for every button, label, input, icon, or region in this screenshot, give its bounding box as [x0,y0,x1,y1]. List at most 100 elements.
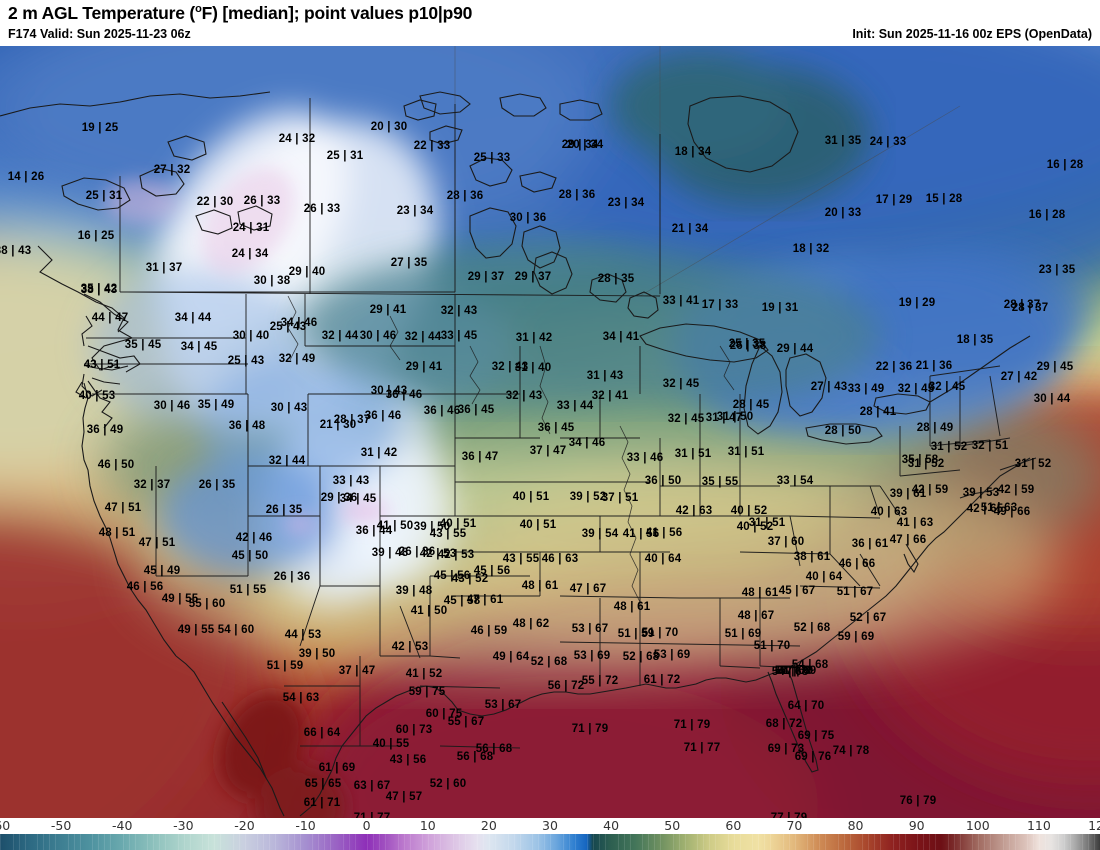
point-value-label: 53 | 67 [571,623,609,635]
point-value-label: 42 | 59 [911,484,949,496]
point-value-label: 57 | 69 [779,665,817,677]
point-value-label: 61 | 70 [776,665,814,677]
point-value-label: 33 | 46 [626,452,664,464]
point-value-label: 23 | 34 [607,197,645,209]
point-value-label: 53 | 69 [653,649,691,661]
point-value-label: 30 | 46 [153,400,191,412]
point-value-label: 32 | 43 [491,361,529,373]
point-value-label: 47 | 51 [138,537,176,549]
colorbar-gradient[interactable] [0,834,1100,850]
point-value-label: 32 | 44 [404,331,442,343]
point-value-label: 55 | 72 [581,675,619,687]
point-value-label: 29 | 40 [288,266,326,278]
point-value-label: 26 | 36 [398,546,436,558]
point-value-label: 43 | 55 [502,553,540,565]
point-value-label: 26 | 38 [729,340,767,352]
point-value-label: 27 | 32 [153,164,191,176]
point-value-label: 22 | 30 [196,196,234,208]
point-value-label: 30 | 38 [253,275,291,287]
point-value-label: 54 | 68 [771,666,809,678]
init-time-label: Init: Sun 2025-11-16 00z EPS (OpenData) [852,27,1092,41]
point-value-label: 28 | 36 [558,189,596,201]
point-value-label: 32 | 45 [667,413,705,425]
point-value-label: 16 | 28 [1028,209,1066,221]
point-value-label: 28 | 35 [597,273,635,285]
point-value-label: 16 | 25 [77,230,115,242]
point-value-label: 37 | 47 [338,665,376,677]
point-value-label: 71 | 77 [353,812,391,818]
point-value-label: 40 | 52 [730,505,768,517]
point-value-label: 40 | 55 [372,738,410,750]
point-value-label: 32 | 45 [928,381,966,393]
point-value-label: 30 | 43 [370,385,408,397]
point-value-label: 29 | 44 [776,343,814,355]
point-value-label: 61 | 71 [303,797,341,809]
point-value-label: 33 | 41 [662,295,700,307]
colorbar-tick: 40 [603,818,620,833]
rivers [287,295,735,603]
point-value-label: 32 | 43 [440,305,478,317]
point-value-label: 33 | 44 [556,400,594,412]
point-value-label: 21 | 30 [319,419,357,431]
point-value-label: 34 | 45 [180,341,218,353]
point-value-label: 42 | 46 [235,532,273,544]
colorbar-tick: 10 [419,818,436,833]
point-value-label: 25 | 31 [85,190,123,202]
point-value-label: 38 | 43 [0,245,32,257]
point-value-label: 49 | 55 [161,593,199,605]
point-value-label: 42 | 63 [675,505,713,517]
point-value-label: 24 | 34 [231,248,269,260]
point-value-label: 31 | 51 [727,446,765,458]
point-value-label: 57 | 69 [774,665,812,677]
point-value-label: 29 | 36 [320,492,358,504]
point-value-label: 49 | 64 [492,651,530,663]
point-value-label: 51 | 70 [753,640,791,652]
point-value-label: 51 | 55 [229,584,267,596]
point-value-label: 31 | 40 [514,362,552,374]
point-value-label: 23 | 35 [1038,264,1076,276]
point-value-label: 34 | 41 [602,331,640,343]
point-value-label: 22 | 36 [875,361,913,373]
point-value-label: 25 | 35 [728,338,766,350]
point-value-label: 27 | 43 [810,381,848,393]
point-value-label: 34 | 45 [339,493,377,505]
point-value-label: 36 | 50 [644,475,682,487]
point-value-label: 68 | 72 [765,718,803,730]
point-value-label: 69 | 76 [794,751,832,763]
point-value-label: 26 | 36 [273,571,311,583]
point-value-label: 40 | 51 [519,519,557,531]
point-value-label: 36 | 61 [851,538,889,550]
point-value-label: 47 | 51 [104,502,142,514]
point-value-label: 28 | 36 [446,190,484,202]
point-value-label: 48 | 61 [613,601,651,613]
point-value-label: 46 | 66 [838,558,876,570]
temperature-map[interactable]: 19 | 25 14 | 26 25 | 31 16 | 25 27 | 32 24 | … [0,46,1100,818]
point-value-label: 41 | 63 [896,517,934,529]
point-value-label: 32 | 45 [897,383,935,395]
point-value-label: 32 | 49 [278,353,316,365]
point-value-label: 40 | 64 [805,571,843,583]
point-value-label: 34 | 46 [568,437,606,449]
point-value-label: 39 | 50 [298,648,336,660]
point-value-labels: 19 | 25 14 | 26 25 | 31 16 | 25 27 | 32 24 | … [0,46,1100,818]
point-value-label: 47 | 61 [466,594,504,606]
point-value-label: 30 | 44 [1033,393,1071,405]
point-value-label: 39 | 61 [889,488,927,500]
point-value-label: 71 | 77 [683,742,721,754]
point-value-label: 42 | 53 [391,641,429,653]
point-value-label: 25 | 31 [326,150,364,162]
point-value-label: 34 | 46 [280,317,318,329]
point-value-label: 33 | 45 [440,330,478,342]
colorbar-tick: -50 [50,818,72,833]
map-canvas [0,46,1100,818]
point-value-label: 55 | 67 [447,716,485,728]
point-value-label: 45 | 56 [473,565,511,577]
point-value-label: 36 | 46 [364,410,402,422]
colorbar-legend[interactable]: -60 -50 -40 -30 -20 -10 0 10 20 30 40 50 60 70 80 90 100… [0,818,1100,850]
point-value-label: 40 | 63 [870,506,908,518]
point-value-label: 17 | 33 [701,299,739,311]
point-value-label: 39 | 54 [581,528,619,540]
point-value-label: 60 | 75 [425,708,463,720]
colorbar-tick-labels: -60 -50 -40 -30 -20 -10 0 10 20 30 40 50 60 70 80 90 100… [0,818,1100,834]
point-value-label: 28 | 37 [333,414,371,426]
